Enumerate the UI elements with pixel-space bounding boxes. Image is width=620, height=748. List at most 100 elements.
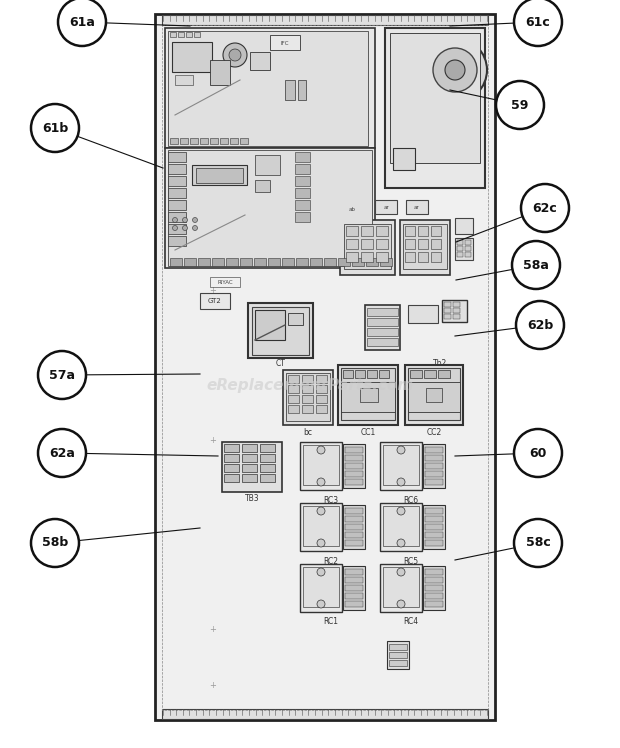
Bar [302,385,313,393]
Bar [200,293,230,309]
Bar [444,308,451,313]
Bar [283,370,333,425]
Bar [255,155,280,175]
Text: RC1: RC1 [324,618,339,627]
Text: 62b: 62b [527,319,553,331]
Bar [210,60,230,85]
Bar [303,506,339,546]
Bar [260,444,275,452]
Bar [170,138,178,144]
Text: +: + [210,435,216,444]
Text: RC4: RC4 [404,618,418,627]
Text: RC3: RC3 [324,495,339,504]
Bar [302,395,313,403]
Bar [224,454,239,462]
Bar [418,226,428,236]
Bar [255,180,270,192]
Circle shape [192,225,198,230]
Bar [343,444,365,488]
Bar [355,370,365,378]
Circle shape [172,225,177,230]
Bar [180,138,188,144]
Bar [155,14,495,720]
Bar [295,152,310,162]
Bar [385,28,485,188]
Bar [162,709,488,719]
Bar [168,150,372,266]
Circle shape [514,0,562,46]
Circle shape [31,104,79,152]
Circle shape [182,218,187,222]
Bar [316,385,327,393]
Text: CC1: CC1 [360,428,376,437]
Bar [345,463,363,469]
Bar [380,503,422,551]
Bar [393,148,415,170]
Bar [345,516,363,522]
Bar [190,138,198,144]
Text: 61a: 61a [69,16,95,28]
Bar [418,252,428,262]
Bar [345,479,363,485]
Bar [230,138,238,144]
Bar [361,239,373,249]
Bar [296,258,308,266]
Bar [346,252,358,262]
Bar [346,226,358,236]
Bar [345,471,363,477]
Bar [250,52,270,70]
Bar [453,314,460,319]
Bar [288,405,299,413]
Bar [410,370,422,378]
Text: 61b: 61b [42,121,68,135]
Bar [367,338,398,346]
Bar [403,224,447,269]
Bar [383,506,419,546]
Bar [376,226,388,236]
Bar [375,200,397,214]
Bar [400,220,450,275]
Bar [341,382,395,412]
Bar [338,365,398,425]
Bar [196,168,243,183]
Bar [345,455,363,461]
Bar [361,252,373,262]
Bar [365,305,400,350]
Circle shape [397,446,405,454]
Bar [170,258,182,266]
Bar [184,258,196,266]
Bar [442,300,467,322]
Bar [168,152,186,162]
Bar [343,566,365,610]
Text: CT: CT [276,358,286,367]
Bar [186,32,192,37]
Bar [295,200,310,210]
Bar [352,258,364,266]
Bar [424,370,436,378]
Circle shape [514,429,562,477]
Bar [168,212,186,222]
Bar [200,138,208,144]
Bar [431,239,441,249]
Bar [168,31,368,146]
Bar [194,32,200,37]
Bar [444,314,451,319]
Circle shape [514,519,562,567]
Bar [254,258,266,266]
Circle shape [317,478,325,486]
Bar [389,644,407,650]
Bar [268,258,280,266]
Bar [406,200,428,214]
Circle shape [31,519,79,567]
Bar [367,308,398,316]
Bar [405,239,415,249]
Bar [288,313,303,325]
Bar [303,445,339,485]
Bar [270,35,300,50]
Bar [288,375,299,383]
Bar [425,569,443,575]
Circle shape [317,446,325,454]
Bar [310,258,322,266]
Bar [383,445,419,485]
Bar [165,28,375,148]
